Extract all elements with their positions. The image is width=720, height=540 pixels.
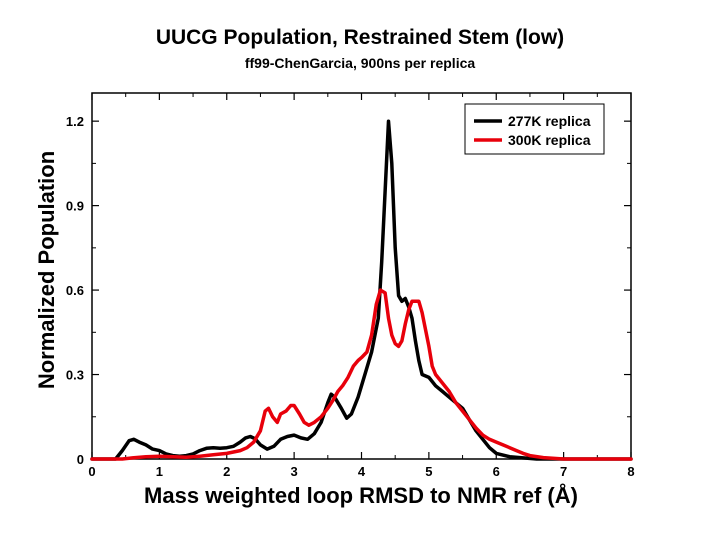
legend: 277K replica 300K replica xyxy=(464,103,605,155)
chart-subtitle: ff99-ChenGarcia, 900ns per replica xyxy=(245,55,476,71)
x-tick-label: 0 xyxy=(88,464,95,479)
chart-title: UUCG Population, Restrained Stem (low) xyxy=(156,26,564,49)
y-axis-label: Normalized Population xyxy=(34,151,59,389)
y-tick-label: 0.3 xyxy=(66,368,84,383)
x-tick-label: 2 xyxy=(223,464,230,479)
x-tick-label: 1 xyxy=(156,464,163,479)
series-300k-line xyxy=(90,288,633,461)
series-layer xyxy=(90,119,633,461)
y-tick-label: 0.6 xyxy=(66,283,84,298)
x-tick-label: 8 xyxy=(627,464,634,479)
x-tick-label: 4 xyxy=(358,464,366,479)
x-tick-label: 6 xyxy=(493,464,500,479)
y-tick-label: 0 xyxy=(77,452,84,467)
y-tick-label: 0.9 xyxy=(66,199,84,214)
x-tick-label: 5 xyxy=(425,464,432,479)
x-axis-label: Mass weighted loop RMSD to NMR ref (Å) xyxy=(144,482,578,508)
axis-tick-labels: 0 1 2 3 4 5 6 7 8 0 0.3 0.6 0.9 1.2 xyxy=(66,114,635,479)
axis-ticks xyxy=(91,93,632,460)
x-tick-label: 7 xyxy=(560,464,567,479)
legend-label-277k: 277K replica xyxy=(508,113,591,129)
x-tick-label: 3 xyxy=(291,464,298,479)
legend-box xyxy=(464,103,605,155)
y-tick-label: 1.2 xyxy=(66,114,84,129)
legend-label-300k: 300K replica xyxy=(508,132,591,148)
series-277k-line xyxy=(90,119,633,461)
